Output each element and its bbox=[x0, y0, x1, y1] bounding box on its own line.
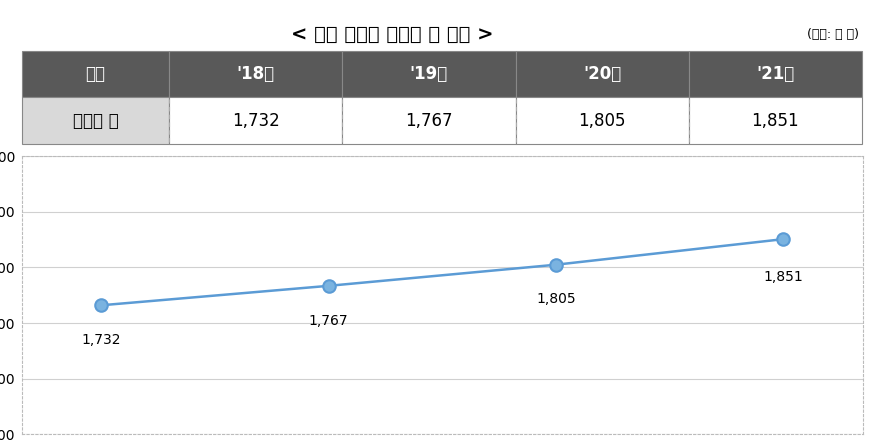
Bar bbox=[516, 97, 689, 144]
Text: '18년: '18년 bbox=[237, 65, 275, 83]
Text: 소유자 수: 소유자 수 bbox=[73, 112, 118, 130]
Text: 1,767: 1,767 bbox=[406, 112, 453, 130]
Text: 1,732: 1,732 bbox=[232, 112, 279, 130]
Bar bbox=[343, 51, 516, 97]
Text: 1,732: 1,732 bbox=[81, 333, 121, 347]
Text: '21년: '21년 bbox=[756, 65, 795, 83]
Text: 1,767: 1,767 bbox=[309, 314, 349, 327]
Bar bbox=[689, 97, 862, 144]
Bar bbox=[169, 97, 343, 144]
Text: 1,805: 1,805 bbox=[578, 112, 626, 130]
Text: 1,851: 1,851 bbox=[752, 112, 799, 130]
Text: 1,805: 1,805 bbox=[536, 292, 576, 307]
Bar bbox=[343, 97, 516, 144]
Bar bbox=[689, 51, 862, 97]
Text: '19년: '19년 bbox=[410, 65, 448, 83]
Bar bbox=[169, 51, 343, 97]
Text: (단위: 만 명): (단위: 만 명) bbox=[807, 27, 858, 41]
Bar bbox=[22, 97, 169, 144]
Text: < 개인 토지의 소유자 수 추이 >: < 개인 토지의 소유자 수 추이 > bbox=[291, 25, 493, 43]
Text: 1,851: 1,851 bbox=[764, 270, 803, 284]
Text: '20년: '20년 bbox=[583, 65, 621, 83]
Bar bbox=[516, 51, 689, 97]
Text: 구분: 구분 bbox=[86, 65, 105, 83]
Bar bbox=[22, 51, 169, 97]
